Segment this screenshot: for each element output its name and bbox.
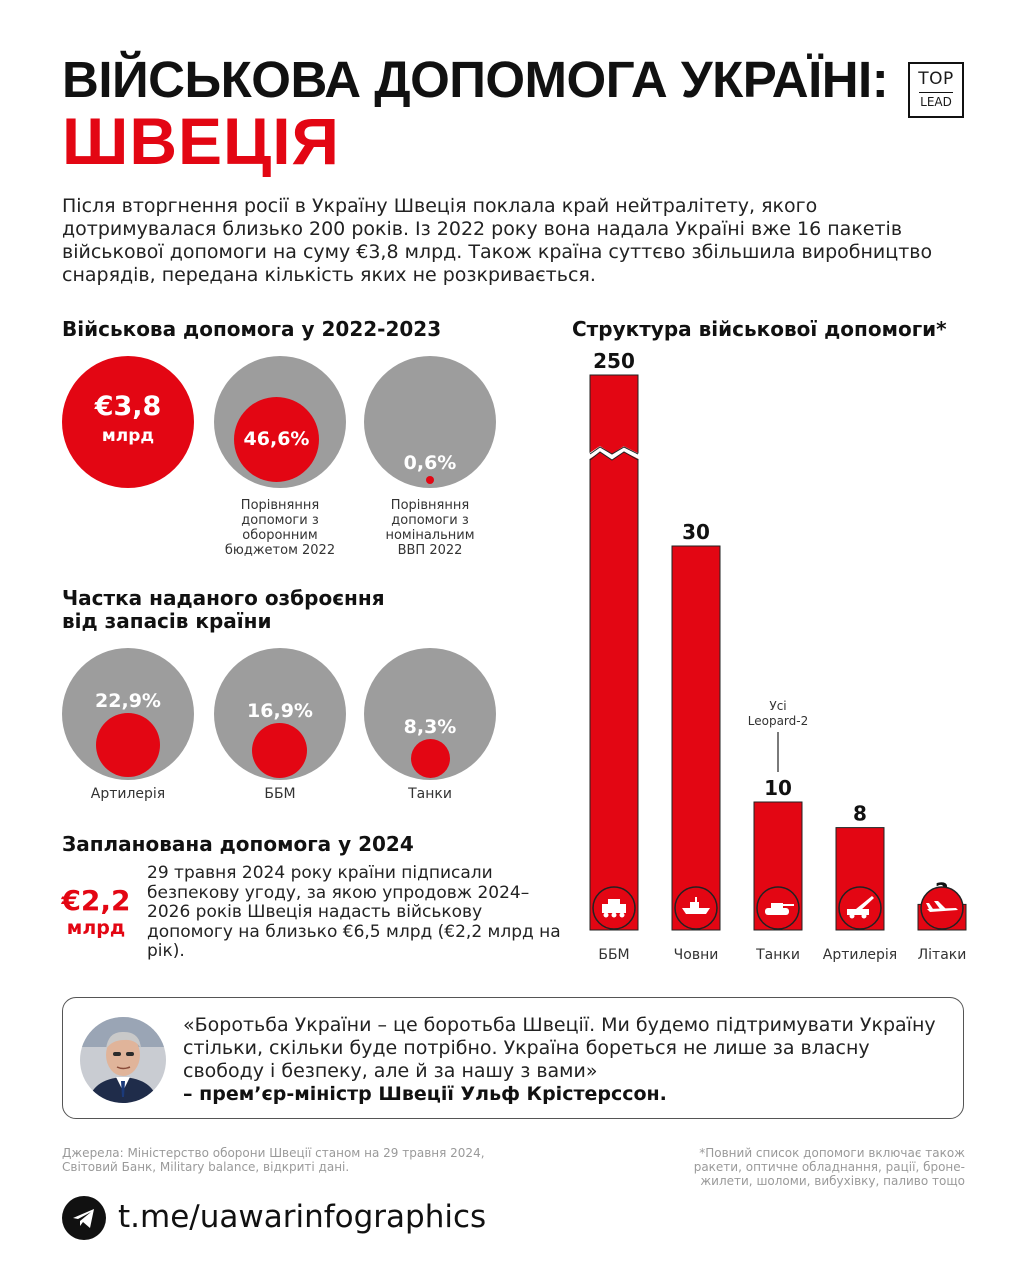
- intro-paragraph: Після вторгнення росії в Україну Швеція …: [62, 195, 933, 286]
- artillery-share-circle: [96, 713, 160, 777]
- defense-budget-share-circle: [234, 397, 319, 482]
- category-label: Танки: [755, 947, 800, 963]
- avatar: [80, 1017, 166, 1103]
- telegram-link[interactable]: t.me/uawarinfographics: [118, 1199, 487, 1235]
- stock-heading-line2: від запасів країни: [62, 609, 272, 633]
- jet-icon: [926, 901, 958, 912]
- bar-value-label: 8: [853, 802, 867, 826]
- sources-line1: Джерела: Міністерство оборони Швеції ста…: [62, 1146, 485, 1160]
- tank-stock-label: Танки: [408, 786, 452, 802]
- category-label: Літаки: [918, 947, 967, 963]
- aid-heading: Військова допомога у 2022-2023: [62, 317, 442, 341]
- page-title: ВІЙСЬКОВА ДОПОМОГА УКРАЇНІ:: [62, 51, 889, 108]
- chart-title: Структура військової допомоги*: [572, 317, 947, 341]
- bar-value-label: 250: [593, 349, 635, 373]
- axis-break: [586, 445, 642, 461]
- footnote-line2: ракети, оптичне обладнання, рації, броне…: [693, 1160, 965, 1174]
- quote: «Боротьба України – це боротьба Швеції. …: [183, 1014, 953, 1106]
- defense-budget-value: 46,6%: [243, 428, 310, 450]
- ifv-stock-label: ББМ: [264, 786, 296, 802]
- category-label: ББМ: [598, 947, 629, 963]
- footnote-line3: жилети, шоломи, вибухівку, паливо тощо: [700, 1174, 965, 1188]
- quote-text: «Боротьба України – це боротьба Швеції. …: [183, 1014, 936, 1082]
- apc-icon: [602, 899, 626, 918]
- total-aid-circle: [62, 356, 194, 488]
- gdp-caption: Порівняння допомоги з номінальним ВВП 20…: [385, 498, 475, 558]
- bar-0: [589, 374, 639, 931]
- artillery-icon: [847, 896, 874, 919]
- annotation-line2: Leopard-2: [748, 714, 808, 728]
- category-label: Човни: [674, 947, 719, 963]
- gdp-value: 0,6%: [403, 452, 457, 474]
- sources-line2: Світовий Банк, Military balance, відкрит…: [62, 1160, 350, 1174]
- tank-share-value: 8,3%: [403, 716, 457, 738]
- artillery-share-value: 22,9%: [95, 690, 161, 712]
- planned-value: €2,2: [61, 884, 131, 917]
- total-aid-value: €3,8: [94, 391, 162, 422]
- footnote: *Повний список допомоги включає також ра…: [694, 1146, 965, 1188]
- bar-value-label: 10: [764, 776, 792, 800]
- annotation-line1: Усі: [769, 699, 786, 713]
- gdp-share-dot: [426, 476, 434, 484]
- footnote-line1: *Повний список допомоги включає також: [699, 1146, 965, 1160]
- page-title-country: ШВЕЦІЯ: [62, 104, 340, 178]
- artillery-stock-label: Артилерія: [90, 786, 166, 802]
- planned-heading: Запланована допомога у 2024: [62, 832, 414, 856]
- top-lead-logo: TOP LEAD: [908, 62, 964, 118]
- bar-value-label: 30: [682, 520, 710, 544]
- logo-top-text: TOP: [918, 69, 954, 89]
- axis-break-edge-bottom: [589, 451, 639, 461]
- tank-icon: [765, 903, 794, 915]
- quote-author: – прем’єр-міністр Швеції Ульф Крістерссо…: [183, 1083, 667, 1105]
- defense-budget-caption: Порівняння допомоги з оборонним бюджетом…: [224, 498, 336, 558]
- axis-break-edge-top: [589, 446, 639, 455]
- quote-box: [62, 997, 964, 1119]
- planned-unit: млрд: [66, 917, 126, 939]
- tank-share-circle: [411, 739, 450, 778]
- sources: Джерела: Міністерство оборони Швеції ста…: [62, 1146, 485, 1174]
- stock-heading-line1: Частка наданого озброєння: [62, 586, 385, 610]
- logo-divider: [919, 92, 953, 93]
- logo-bottom-text: LEAD: [920, 95, 952, 109]
- gdp-circle: [364, 356, 496, 488]
- ifv-share-value: 16,9%: [247, 700, 313, 722]
- ifv-share-circle: [252, 723, 307, 778]
- boat-icon: [682, 897, 710, 914]
- category-label: Артилерія: [823, 947, 897, 963]
- planned-description: 29 травня 2024 року країни підписали без…: [147, 863, 561, 961]
- telegram-icon[interactable]: [62, 1196, 106, 1240]
- bar-1: [671, 545, 721, 931]
- total-aid-unit: млрд: [101, 426, 155, 446]
